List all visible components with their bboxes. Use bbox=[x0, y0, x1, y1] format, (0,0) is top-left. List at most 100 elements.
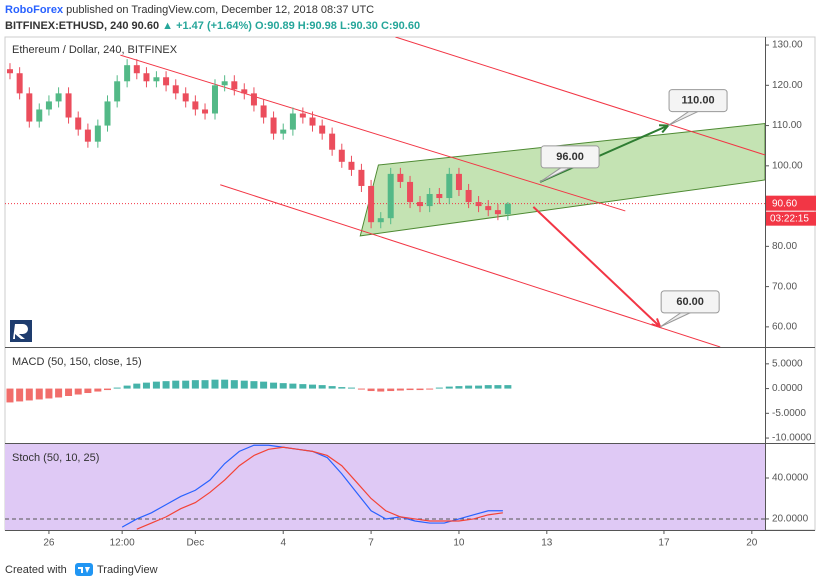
macd-bar bbox=[142, 382, 150, 389]
candle-body bbox=[84, 129, 91, 142]
macd-bar bbox=[328, 386, 336, 389]
candle-body bbox=[55, 93, 62, 102]
last: 90.60 bbox=[132, 20, 160, 32]
candle-body bbox=[299, 113, 306, 118]
symbol: BITFINEX:ETHUSD, 240 bbox=[5, 20, 128, 32]
x-tick-label: 7 bbox=[368, 538, 374, 549]
candle-body bbox=[455, 173, 462, 190]
arrow bbox=[532, 206, 662, 329]
candle-body bbox=[260, 105, 267, 118]
macd-bar bbox=[182, 380, 190, 389]
countdown: 03:22:15 bbox=[770, 213, 809, 224]
macd-title: MACD (50, 150, close, 15) bbox=[12, 356, 142, 368]
y-tick-label: 40.0000 bbox=[772, 473, 809, 484]
macd-bar bbox=[201, 380, 209, 389]
main-pane: 96.00 110.00 60.00 bbox=[5, 37, 765, 347]
y-tick-label: 110.00 bbox=[772, 120, 802, 131]
trend-line bbox=[395, 37, 765, 156]
y-tick-label: 60.00 bbox=[772, 322, 797, 333]
candle-body bbox=[416, 202, 423, 207]
candle-body bbox=[504, 203, 511, 215]
macd-bar bbox=[16, 388, 24, 402]
macd-bar bbox=[172, 380, 180, 389]
candle-body bbox=[397, 173, 404, 182]
x-tick-label: 13 bbox=[541, 538, 553, 549]
stoch-pane bbox=[5, 444, 765, 530]
macd-bar bbox=[152, 381, 160, 389]
candle-body bbox=[65, 93, 72, 118]
candle-body bbox=[250, 93, 257, 106]
macd-bar bbox=[94, 388, 102, 392]
candle-body bbox=[407, 181, 414, 203]
callout-box bbox=[660, 290, 720, 314]
candle-body bbox=[211, 85, 218, 114]
arrow: ▲ bbox=[162, 20, 173, 32]
candle-body bbox=[133, 65, 140, 74]
x-tick-label: 17 bbox=[658, 538, 670, 549]
macd-bar bbox=[445, 386, 453, 389]
callout-label: 96.00 bbox=[556, 151, 584, 163]
candle-body bbox=[494, 210, 501, 215]
x-tick-label: Dec bbox=[186, 538, 204, 549]
candle-body bbox=[182, 93, 189, 102]
macd-bar bbox=[35, 388, 43, 400]
candle-body bbox=[446, 173, 453, 199]
logo bbox=[10, 320, 32, 342]
callout-label: 110.00 bbox=[682, 94, 715, 106]
published: published on TradingView.com, December 1… bbox=[66, 4, 374, 16]
candle-body bbox=[231, 81, 238, 90]
macd-bar bbox=[240, 380, 248, 389]
macd-bar bbox=[357, 388, 365, 390]
macd-bar bbox=[211, 379, 219, 389]
macd-bar bbox=[230, 380, 238, 389]
macd-bar bbox=[260, 381, 268, 389]
macd-bar bbox=[416, 388, 424, 391]
macd-bar bbox=[133, 383, 141, 389]
y-tick-label: 5.0000 bbox=[772, 358, 803, 369]
x-tick-label: 20 bbox=[746, 538, 758, 549]
author[interactable]: RoboForex bbox=[5, 4, 64, 16]
candle-body bbox=[16, 73, 23, 94]
footer-brand[interactable]: TradingView bbox=[97, 564, 158, 576]
candle-body bbox=[104, 101, 111, 126]
macd-bar bbox=[74, 388, 82, 395]
macd-bar bbox=[484, 385, 492, 389]
candle-body bbox=[338, 149, 345, 162]
candle-body bbox=[319, 125, 326, 134]
macd-bar bbox=[270, 382, 278, 389]
macd-bar bbox=[191, 380, 199, 389]
candle-body bbox=[45, 101, 52, 110]
footer-logo bbox=[75, 563, 93, 576]
trend-line bbox=[120, 54, 626, 212]
macd-bar bbox=[84, 388, 92, 394]
macd-bar bbox=[45, 388, 53, 399]
change: +1.47 (+1.64%) bbox=[176, 20, 252, 32]
stoch-title: Stoch (50, 10, 25) bbox=[12, 452, 99, 464]
candle-body bbox=[6, 69, 13, 74]
countdown-box bbox=[766, 211, 816, 226]
last-price-label: 90.60 bbox=[772, 198, 797, 209]
candle-body bbox=[241, 89, 248, 94]
candle-body bbox=[36, 109, 43, 122]
stoch-line bbox=[136, 446, 503, 530]
axes: 60.0070.0080.0090.00100.00110.00120.0013… bbox=[43, 40, 816, 549]
macd-bar bbox=[104, 388, 112, 391]
stoch-background bbox=[5, 444, 765, 530]
candle-body bbox=[329, 133, 336, 150]
candle-body bbox=[280, 129, 287, 134]
macd-bar bbox=[299, 384, 307, 389]
macd-bar bbox=[289, 383, 297, 389]
macd-bar bbox=[65, 388, 73, 396]
candle-body bbox=[309, 117, 316, 126]
macd-bar bbox=[55, 388, 63, 398]
candle-body bbox=[114, 81, 121, 102]
candle-body bbox=[485, 206, 492, 211]
x-tick-label: 26 bbox=[43, 538, 55, 549]
macd-bar bbox=[250, 381, 258, 389]
macd-bar bbox=[504, 385, 512, 389]
macd-bar bbox=[494, 385, 502, 389]
candle-body bbox=[153, 77, 160, 82]
macd-bar bbox=[279, 383, 287, 389]
trend-line bbox=[220, 184, 721, 347]
symbol-line: BITFINEX:ETHUSD, 240 90.60 ▲ +1.47 (+1.6… bbox=[5, 20, 420, 32]
